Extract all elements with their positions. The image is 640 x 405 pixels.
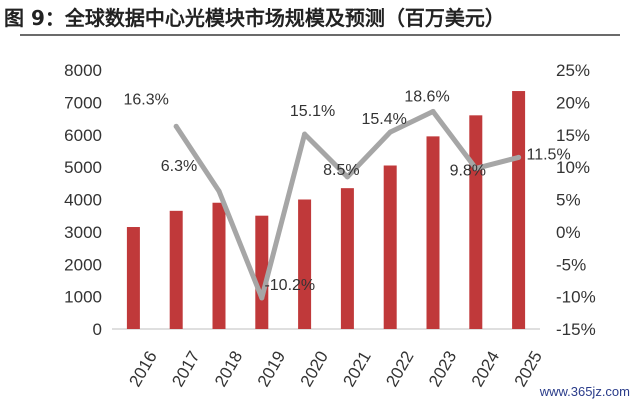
growth-point xyxy=(259,295,265,301)
x-tick-label: 2024 xyxy=(468,348,503,390)
growth-label: 8.5% xyxy=(323,162,359,179)
x-tick-label: 2016 xyxy=(125,348,160,390)
watermark: www.365jz.com xyxy=(535,384,634,399)
left-tick-label: 5000 xyxy=(64,158,102,177)
growth-label: 15.1% xyxy=(290,103,335,120)
x-axis-ticks: 2016 2017 2018 2019 2020 2021 2022 2023 2024 2025 xyxy=(125,348,546,390)
left-tick-label: 0 xyxy=(93,320,102,339)
right-tick-label: -10% xyxy=(556,288,596,307)
growth-line-series xyxy=(173,108,522,301)
growth-label: 9.8% xyxy=(450,162,486,179)
bar xyxy=(383,165,397,329)
growth-point xyxy=(387,129,393,135)
right-tick-label: -15% xyxy=(556,320,596,339)
x-tick-label: 2020 xyxy=(297,348,332,390)
growth-label: 11.5% xyxy=(527,146,571,163)
x-tick-label: 2022 xyxy=(382,348,417,390)
x-tick-label: 2019 xyxy=(254,348,289,390)
growth-label: 18.6% xyxy=(404,88,449,105)
right-tick-label: -5% xyxy=(556,255,586,274)
left-tick-label: 1000 xyxy=(64,288,102,307)
right-tick-label: 15% xyxy=(556,126,590,145)
left-tick-label: 8000 xyxy=(64,61,102,80)
growth-label: 16.3% xyxy=(124,91,169,108)
bar xyxy=(298,199,312,329)
right-tick-label: 20% xyxy=(556,93,590,112)
x-tick-label: 2021 xyxy=(339,348,374,390)
title-divider xyxy=(20,34,620,36)
bar xyxy=(512,91,526,329)
right-axis-ticks: -15% -10% -5% 0% 5% 10% 15% 20% 25% xyxy=(556,61,596,339)
bar xyxy=(426,136,440,329)
bar xyxy=(169,210,183,329)
bar xyxy=(340,188,354,329)
right-tick-label: 10% xyxy=(556,158,590,177)
right-tick-label: 0% xyxy=(556,223,581,242)
growth-point xyxy=(473,165,479,171)
left-tick-label: 6000 xyxy=(64,126,102,145)
growth-point xyxy=(430,108,436,114)
left-tick-label: 7000 xyxy=(64,93,102,112)
growth-point xyxy=(173,123,179,129)
left-tick-label: 2000 xyxy=(64,255,102,274)
right-tick-label: 25% xyxy=(556,61,590,80)
x-tick-label: 2017 xyxy=(168,348,203,390)
growth-label: 6.3% xyxy=(161,158,197,175)
data-labels: 16.3% 6.3% -10.2% 15.1% 8.5% 15.4% 18.6% 9.8% 11… xyxy=(124,88,571,293)
growth-point xyxy=(516,154,522,160)
growth-point xyxy=(216,188,222,194)
x-tick-label: 2018 xyxy=(211,348,246,390)
bar xyxy=(212,202,226,329)
axes xyxy=(112,328,540,330)
growth-label: -10.2% xyxy=(264,277,315,294)
bar xyxy=(469,115,483,329)
chart-title: 图 9：全球数据中心光模块市场规模及预测（百万美元） xyxy=(4,6,505,30)
growth-point xyxy=(344,174,350,180)
x-tick-label: 2023 xyxy=(425,348,460,390)
bar xyxy=(126,227,140,329)
left-tick-label: 3000 xyxy=(64,223,102,242)
bar-series xyxy=(126,91,526,329)
growth-label: 15.4% xyxy=(362,111,407,128)
growth-point xyxy=(302,131,308,137)
left-tick-label: 4000 xyxy=(64,191,102,210)
left-axis-ticks: 0 1000 2000 3000 4000 5000 6000 7000 8000 xyxy=(64,61,102,339)
right-tick-label: 5% xyxy=(556,191,581,210)
bar xyxy=(255,215,269,329)
